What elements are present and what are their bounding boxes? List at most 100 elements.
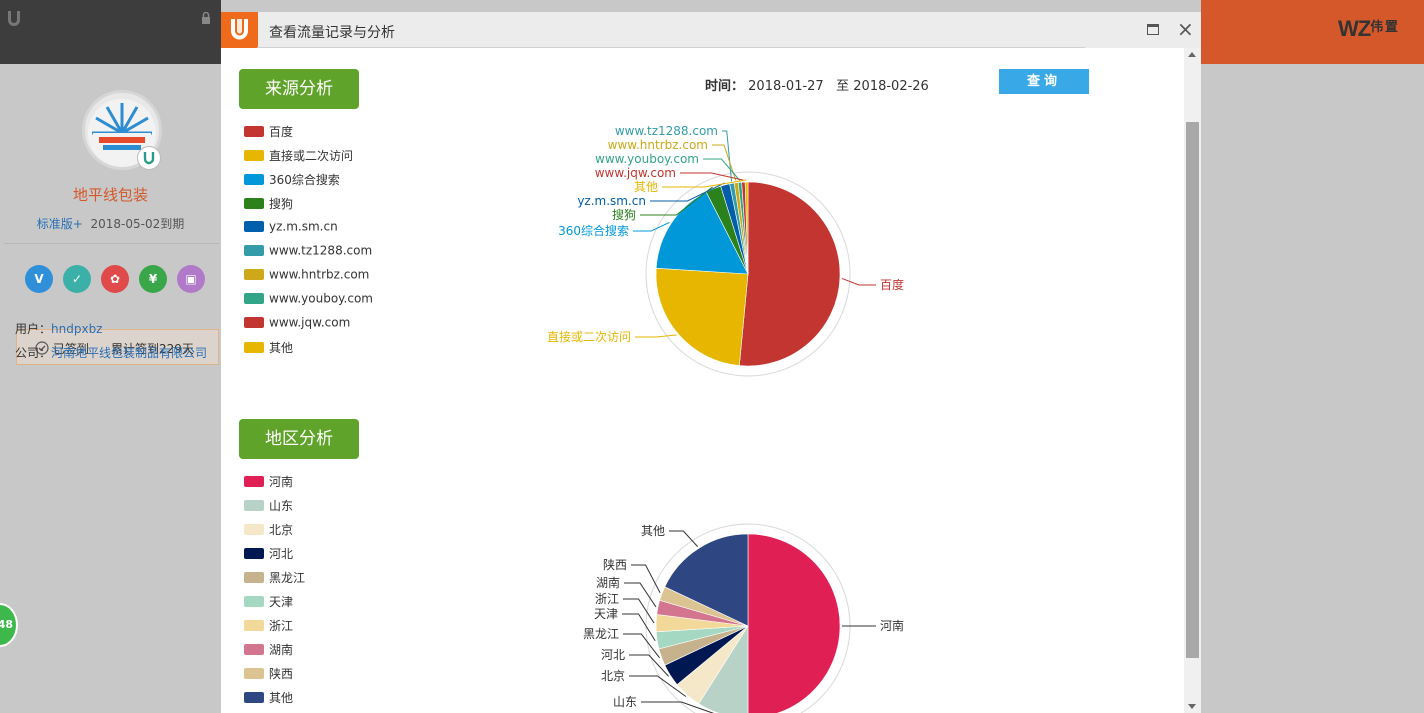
dialog-title: 查看流量记录与分析 [269,25,395,41]
edition-info: 标准版+ 2018-05-02到期 [0,215,221,232]
query-button[interactable]: 查询 [999,69,1089,94]
pie-slice[interactable] [655,191,749,275]
label-leader-line [680,172,744,181]
brand-small-text: 伟 置 [1370,19,1398,34]
label-leader-line [629,654,669,677]
check-circle-icon [35,341,49,355]
lock-icon[interactable] [200,11,212,24]
label-leader-line [640,186,713,216]
close-icon[interactable]: × [1177,17,1194,41]
legend-label: www.hntrbz.com [269,267,370,282]
legend-item[interactable]: 其他 [244,339,293,355]
legend-item[interactable]: 天津 [244,593,293,609]
legend-item[interactable]: 陕西 [244,665,293,681]
date-from-input[interactable]: 2018-01-27 [748,79,824,94]
label-leader-line [712,144,737,181]
label-leader-line [641,701,715,713]
verified-badge-icon [137,146,161,170]
user-label: 用户： [15,322,52,336]
legend-item[interactable]: www.hntrbz.com [244,267,369,283]
company-name[interactable]: 地平线包装 [72,186,148,204]
label-leader-line [650,182,725,202]
legend-swatch [244,317,264,328]
slice-label: 360综合搜索 [558,223,629,238]
legend-label: 其他 [269,691,294,705]
award-icon[interactable]: ✿ [101,265,129,293]
legend-item[interactable]: 搜狗 [244,195,293,211]
legend-label: 百度 [269,125,294,139]
label-leader-line [623,598,655,624]
legend-item[interactable]: yz.m.sm.cn [244,219,338,235]
legend-swatch [244,174,264,185]
pie-slice[interactable] [664,533,749,627]
slice-label: 其他 [634,180,658,194]
sign-status[interactable]: 已签到 [53,342,90,356]
company-value[interactable]: 河南地平线包装制品有限公司 [51,346,208,360]
slice-label: 百度 [880,277,904,292]
legend-item[interactable]: 河南 [244,473,293,489]
divider [257,47,1085,48]
legend-item[interactable]: 山东 [244,497,293,513]
legend-label: 其他 [269,341,294,355]
label-leader-line [631,564,661,594]
shield-icon[interactable]: ✓ [63,265,91,293]
label-leader-line [629,675,687,697]
legend-swatch [244,221,264,232]
legend-item[interactable]: 360综合搜索 [244,171,340,187]
legend-item[interactable]: www.youboy.com [244,291,373,307]
legend-item[interactable]: 百度 [244,123,293,139]
legend-label: yz.m.sm.cn [269,219,338,234]
legend-item[interactable]: 湖南 [244,641,293,657]
legend-label: 天津 [269,595,294,609]
edition-link[interactable]: 标准版+ [36,217,83,231]
legend-label: www.jqw.com [269,315,351,330]
legend-swatch [244,644,264,655]
dialog-titlebar[interactable]: 查看流量记录与分析 × [221,12,1201,48]
legend-swatch [244,572,264,583]
legend-swatch [244,198,264,209]
pie-slice[interactable] [739,181,841,367]
image-icon[interactable]: ▣ [177,265,205,293]
scroll-down-icon[interactable] [1188,704,1196,709]
home-logo-icon[interactable] [4,8,24,28]
legend-item[interactable]: 浙江 [244,617,293,633]
legend-label: 直接或二次访问 [269,149,354,163]
maximize-icon[interactable] [1147,24,1159,35]
legend-item[interactable]: 其他 [244,689,293,705]
slice-label: 北京 [601,669,625,683]
date-range: 时间： 2018-01-27 至 2018-02-26 [705,75,929,94]
traffic-analysis-dialog: 查看流量记录与分析 × 来源分析 时间： 2018-01-27 至 2018-0… [221,12,1201,713]
pie-slice[interactable] [744,181,749,275]
legend-item[interactable]: 河北 [244,545,293,561]
date-to-input[interactable]: 2018-02-26 [853,79,929,94]
legend-swatch [244,126,264,137]
legend-swatch [244,596,264,607]
slice-label: 天津 [594,607,618,621]
legend-item[interactable]: www.tz1288.com [244,243,372,259]
region-analysis-tab[interactable]: 地区分析 [239,419,359,459]
brand-logo: WZ伟 置 [1338,16,1398,42]
pie-slice[interactable] [655,267,749,366]
user-value[interactable]: hndpxbz [51,322,103,336]
divider [4,243,219,244]
legend-item[interactable]: www.jqw.com [244,315,350,331]
legend-label: 360综合搜索 [269,173,340,187]
slice-label: 陕西 [603,557,627,572]
legend-label: www.youboy.com [269,291,373,306]
source-analysis-tab[interactable]: 来源分析 [239,69,359,109]
legend-item[interactable]: 北京 [244,521,293,537]
slice-label: 浙江 [595,592,619,606]
legend-label: 北京 [269,523,294,537]
dialog-scrollbar[interactable] [1184,48,1201,713]
slice-label: www.jqw.com [595,166,676,180]
legend-label: 河北 [269,547,294,561]
yen-icon[interactable]: ¥ [139,265,167,293]
legend-item[interactable]: 黑龙江 [244,569,305,585]
legend-item[interactable]: 直接或二次访问 [244,147,353,163]
scroll-up-icon[interactable] [1188,52,1196,57]
v-icon[interactable]: V [25,265,53,293]
label-leader-line [622,613,656,641]
scroll-thumb[interactable] [1186,122,1199,658]
pie-slice[interactable] [747,533,841,713]
